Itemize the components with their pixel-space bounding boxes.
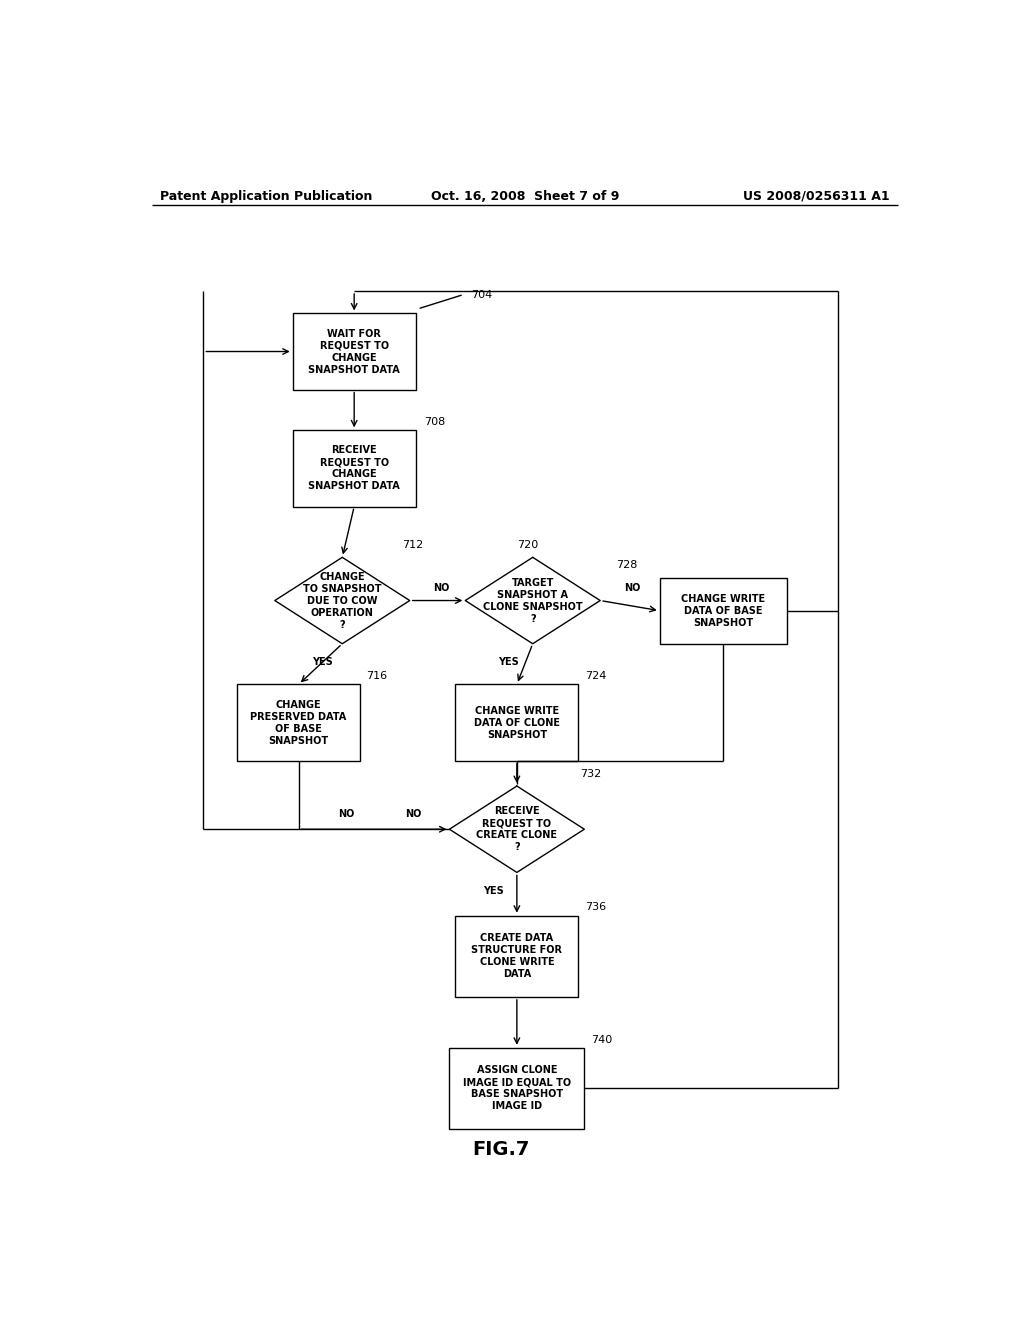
Text: WAIT FOR
REQUEST TO
CHANGE
SNAPSHOT DATA: WAIT FOR REQUEST TO CHANGE SNAPSHOT DATA [308, 329, 400, 375]
Text: NO: NO [624, 583, 640, 593]
FancyBboxPatch shape [293, 430, 416, 507]
FancyBboxPatch shape [659, 578, 786, 644]
Text: CHANGE
TO SNAPSHOT
DUE TO COW
OPERATION
?: CHANGE TO SNAPSHOT DUE TO COW OPERATION … [303, 572, 382, 630]
FancyBboxPatch shape [450, 1048, 585, 1129]
Text: RECEIVE
REQUEST TO
CREATE CLONE
?: RECEIVE REQUEST TO CREATE CLONE ? [476, 807, 557, 853]
Text: 728: 728 [616, 561, 637, 570]
Text: 736: 736 [585, 903, 606, 912]
Text: Patent Application Publication: Patent Application Publication [160, 190, 372, 202]
Text: YES: YES [499, 657, 519, 667]
Text: CREATE DATA
STRUCTURE FOR
CLONE WRITE
DATA: CREATE DATA STRUCTURE FOR CLONE WRITE DA… [471, 933, 562, 979]
Text: ASSIGN CLONE
IMAGE ID EQUAL TO
BASE SNAPSHOT
IMAGE ID: ASSIGN CLONE IMAGE ID EQUAL TO BASE SNAP… [463, 1065, 571, 1111]
Text: 704: 704 [471, 290, 493, 300]
Text: YES: YES [312, 657, 333, 667]
FancyBboxPatch shape [293, 313, 416, 389]
Text: Oct. 16, 2008  Sheet 7 of 9: Oct. 16, 2008 Sheet 7 of 9 [431, 190, 618, 202]
FancyBboxPatch shape [456, 916, 579, 997]
Text: 720: 720 [517, 540, 539, 550]
Text: 716: 716 [367, 672, 388, 681]
Text: YES: YES [482, 886, 504, 896]
FancyBboxPatch shape [456, 684, 579, 760]
Text: NO: NO [406, 809, 422, 818]
Text: CHANGE
PRESERVED DATA
OF BASE
SNAPSHOT: CHANGE PRESERVED DATA OF BASE SNAPSHOT [251, 700, 347, 746]
Text: 724: 724 [585, 672, 606, 681]
Text: RECEIVE
REQUEST TO
CHANGE
SNAPSHOT DATA: RECEIVE REQUEST TO CHANGE SNAPSHOT DATA [308, 445, 400, 491]
Text: US 2008/0256311 A1: US 2008/0256311 A1 [743, 190, 890, 202]
Text: TARGET
SNAPSHOT A
CLONE SNAPSHOT
?: TARGET SNAPSHOT A CLONE SNAPSHOT ? [483, 578, 583, 623]
Text: CHANGE WRITE
DATA OF BASE
SNAPSHOT: CHANGE WRITE DATA OF BASE SNAPSHOT [681, 594, 765, 628]
Text: FIG.7: FIG.7 [472, 1140, 529, 1159]
Text: 708: 708 [424, 417, 444, 428]
Text: 712: 712 [401, 540, 423, 550]
Text: CHANGE WRITE
DATA OF CLONE
SNAPSHOT: CHANGE WRITE DATA OF CLONE SNAPSHOT [474, 705, 560, 739]
FancyBboxPatch shape [238, 684, 360, 760]
Text: NO: NO [433, 583, 450, 593]
Text: NO: NO [338, 809, 354, 818]
Text: 732: 732 [581, 768, 602, 779]
Text: 740: 740 [591, 1035, 612, 1044]
